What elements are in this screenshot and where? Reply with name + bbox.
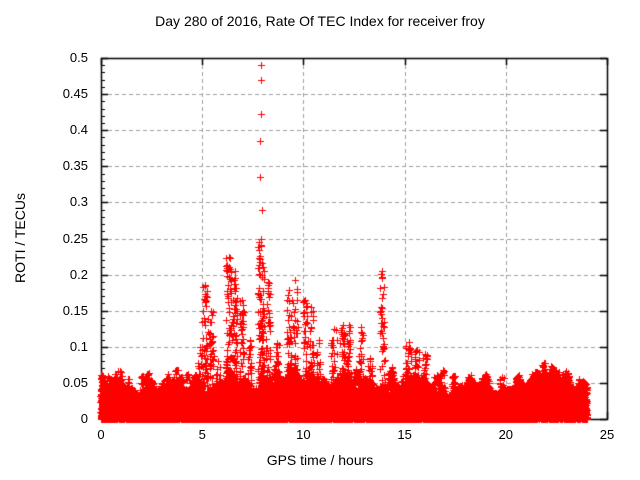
y-tick-label: 0.15: [62, 302, 88, 318]
x-tick-label: 20: [498, 427, 514, 442]
chart-title: Day 280 of 2016, Rate Of TEC Index for r…: [155, 13, 485, 29]
y-tick-label: 0.1: [69, 338, 88, 354]
y-tick-label: 0.35: [62, 158, 88, 174]
y-tick-label: 0.2: [69, 266, 88, 282]
x-tick-label: 10: [296, 427, 311, 442]
y-tick-label: 0.4: [69, 122, 88, 138]
y-tick-label: 0: [80, 411, 88, 426]
x-tick-label: 0: [97, 427, 105, 442]
x-axis-label: GPS time / hours: [266, 452, 374, 468]
y-tick-label: 0.25: [62, 230, 88, 246]
y-tick-label: 0.5: [69, 50, 88, 65]
x-tick-label: 15: [397, 427, 412, 442]
y-tick-label: 0.05: [62, 374, 88, 390]
y-tick-label: 0.45: [62, 86, 88, 102]
y-tick-label: 0.3: [69, 194, 88, 210]
x-tick-label: 5: [198, 427, 206, 442]
x-tick-label: 25: [599, 427, 615, 442]
